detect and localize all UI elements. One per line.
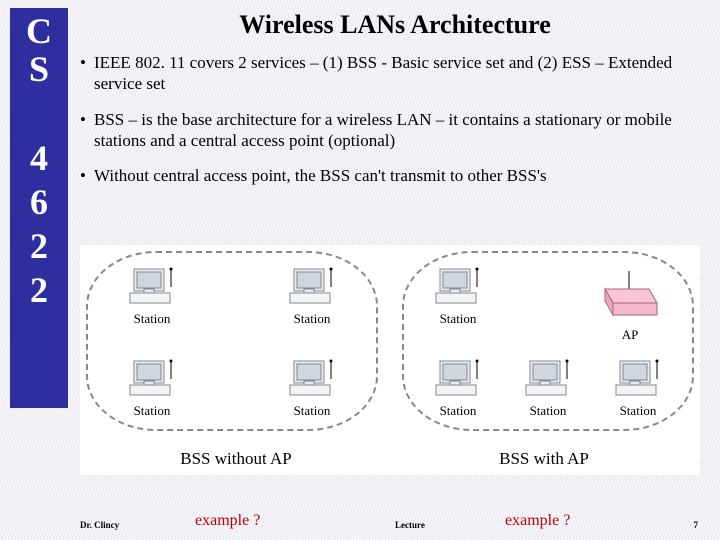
footer-page-number: 7	[694, 520, 699, 530]
course-sidebar: CS 4622	[10, 8, 68, 408]
station-icon: Station	[276, 267, 348, 327]
station-label: Station	[276, 311, 348, 327]
station-label: Station	[422, 403, 494, 419]
station-label: Station	[116, 403, 188, 419]
ap-icon: AP	[596, 271, 664, 343]
bss-without-ap: Station Station Station	[86, 251, 378, 431]
station-label: Station	[512, 403, 584, 419]
slide-footer: Dr. Clincy example ? Lecture example ? 7	[0, 508, 720, 530]
station-label: Station	[116, 311, 188, 327]
station-label: Station	[422, 311, 494, 327]
station-icon: Station	[276, 359, 348, 419]
bss-caption-left: BSS without AP	[86, 449, 386, 469]
bss-diagram: Station Station Station	[80, 245, 700, 475]
bullet-item: BSS – is the base architecture for a wir…	[80, 109, 702, 152]
bss-with-ap: Station AP Station	[402, 251, 694, 431]
bullet-list: IEEE 802. 11 covers 2 services – (1) BSS…	[80, 52, 702, 200]
bullet-item: IEEE 802. 11 covers 2 services – (1) BSS…	[80, 52, 702, 95]
bss-caption-right: BSS with AP	[394, 449, 694, 469]
footer-example-right: example ?	[505, 512, 570, 530]
footer-lecture: Lecture	[395, 520, 425, 530]
course-number: 4622	[10, 136, 68, 312]
footer-author: Dr. Clincy	[80, 520, 119, 530]
station-icon: Station	[512, 359, 584, 419]
station-icon: Station	[422, 359, 494, 419]
station-label: Station	[602, 403, 674, 419]
station-icon: Station	[602, 359, 674, 419]
footer-example-left: example ?	[195, 512, 260, 530]
ap-label: AP	[596, 327, 664, 343]
station-icon: Station	[116, 359, 188, 419]
bullet-item: Without central access point, the BSS ca…	[80, 165, 702, 186]
slide-title: Wireless LANs Architecture	[80, 10, 710, 40]
course-prefix: CS	[10, 12, 68, 88]
station-icon: Station	[116, 267, 188, 327]
station-icon: Station	[422, 267, 494, 327]
station-label: Station	[276, 403, 348, 419]
